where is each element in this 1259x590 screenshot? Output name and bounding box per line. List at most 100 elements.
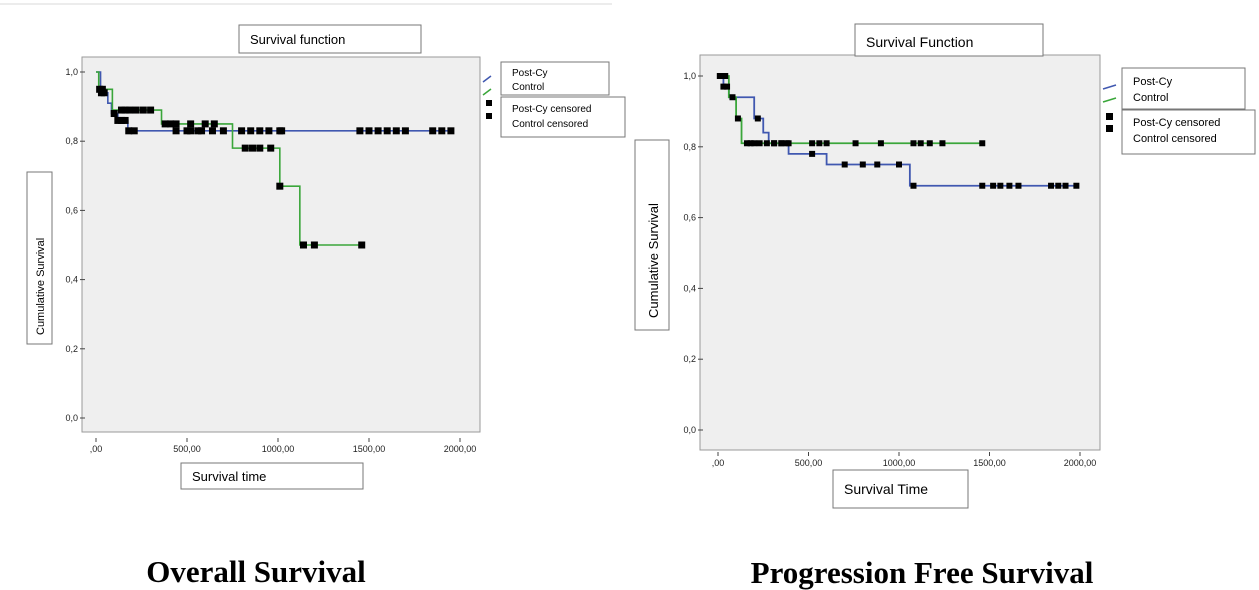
censor-mark-control (939, 140, 946, 147)
legend-swatch-post-cy-censored (1106, 113, 1113, 120)
censor-mark-post-cy (238, 127, 246, 135)
y-tick-label: 0,4 (65, 275, 78, 285)
censor-mark-post-cy (754, 115, 761, 122)
censor-mark-control (823, 140, 830, 147)
censor-mark-control (910, 140, 917, 147)
censor-mark-post-cy (1048, 182, 1055, 189)
censor-mark-post-cy (997, 182, 1004, 189)
legend-label-control: Control (1133, 92, 1168, 104)
censor-mark-control (310, 241, 318, 249)
x-tick-label: 1000,00 (262, 444, 295, 454)
censor-mark-post-cy (990, 182, 997, 189)
censor-mark-control (926, 140, 933, 147)
censor-mark-post-cy (1073, 182, 1080, 189)
x-tick-label: 500,00 (173, 444, 201, 454)
censor-mark-control (763, 140, 770, 147)
censor-mark-control (276, 182, 284, 190)
y-axis-label: Cumulative Survival (35, 238, 47, 335)
legend-label-control: Control (512, 82, 544, 93)
censor-mark-post-cy (383, 127, 391, 135)
y-label-box (634, 139, 670, 331)
censor-mark-post-cy (194, 127, 202, 135)
y-tick-label: 0,0 (65, 413, 78, 423)
legend-swatch-control-censored (486, 113, 492, 119)
censor-mark-post-cy (130, 127, 138, 135)
censor-mark-post-cy (208, 127, 216, 135)
legend-swatch-post-cy (482, 75, 492, 83)
censor-mark-post-cy (356, 127, 364, 135)
censor-mark-post-cy (247, 127, 255, 135)
legend-label-post-cy: Post-Cy (1133, 76, 1173, 88)
censor-mark-control (132, 106, 140, 114)
chart-title: Survival Function (866, 34, 973, 50)
censor-mark-post-cy (809, 150, 816, 157)
censor-mark-post-cy (278, 127, 286, 135)
censor-mark-control (299, 241, 307, 249)
legend-label-post-cy: Post-Cy (512, 68, 548, 79)
censor-mark-control (809, 140, 816, 147)
censor-mark-control (139, 106, 147, 114)
y-tick-label: 0,2 (65, 344, 78, 354)
censor-mark-control (358, 241, 366, 249)
censor-mark-control (729, 94, 736, 101)
censor-mark-control (187, 120, 195, 128)
censor-mark-control (201, 120, 209, 128)
chart-title: Survival function (250, 32, 345, 47)
censor-mark-post-cy (110, 110, 118, 118)
progression-free-survival-chart: 0,0 0,2 0,4 0,6 0,8 1,0 ,00 500,00 1000,00 1500,0… (634, 23, 1256, 590)
censor-mark-post-cy (219, 127, 227, 135)
censor-mark-post-cy (392, 127, 400, 135)
censor-mark-control (747, 140, 754, 147)
caption-overall-survival: Overall Survival (146, 554, 366, 589)
x-tick-label: 1500,00 (353, 444, 386, 454)
censor-mark-control (126, 106, 134, 114)
censor-mark-post-cy (874, 161, 881, 168)
caption-progression-free-survival: Progression Free Survival (751, 555, 1094, 590)
series-line-control (718, 75, 981, 145)
title-box (238, 24, 422, 54)
title-box (854, 23, 1044, 57)
plot-area (81, 56, 481, 433)
censor-mark-control (98, 85, 106, 93)
censor-mark-post-cy (365, 127, 373, 135)
censor-mark-post-cy (1055, 182, 1062, 189)
legend-label-post-cy-censored: Post-Cy censored (1133, 117, 1220, 129)
censor-mark-control (816, 140, 823, 147)
censor-mark-post-cy (125, 127, 133, 135)
censor-mark-control (161, 120, 169, 128)
x-axis-label: Survival Time (844, 481, 928, 497)
x-tick-label: ,00 (712, 458, 725, 468)
y-tick-label: 0,2 (683, 354, 696, 364)
legend-swatch-post-cy (1102, 84, 1117, 90)
censor-mark-post-cy (114, 116, 122, 124)
censor-mark-control (852, 140, 859, 147)
legend-swatch-control (1102, 97, 1117, 103)
censor-mark-control (979, 140, 986, 147)
censor-mark-post-cy (859, 161, 866, 168)
censor-mark-control (771, 140, 778, 147)
legend: Post-Cy Control Post-Cy censored Control… (1102, 67, 1256, 155)
x-axis-label: Survival time (192, 469, 266, 484)
censor-mark-post-cy (724, 83, 731, 90)
x-tick-label: 2000,00 (444, 444, 477, 454)
legend-box-censored (1121, 109, 1256, 155)
x-tick-label: ,00 (90, 444, 103, 454)
censor-mark-post-cy (183, 127, 191, 135)
censor-mark-control (877, 140, 884, 147)
censor-mark-post-cy (979, 182, 986, 189)
censor-mark-post-cy (117, 116, 125, 124)
y-tick-label: 1,0 (683, 71, 696, 81)
censor-mark-control (718, 73, 725, 79)
censor-mark-post-cy (429, 127, 437, 135)
censor-mark-post-cy (438, 127, 446, 135)
censor-mark-control (785, 140, 792, 147)
y-tick-label: 0,6 (65, 205, 78, 215)
censor-mark-control (734, 115, 741, 122)
censor-mark-post-cy (256, 127, 264, 135)
x-tick-label: 500,00 (795, 458, 823, 468)
censor-mark-post-cy (841, 161, 848, 168)
y-tick-label: 0,6 (683, 213, 696, 223)
censor-mark-control (256, 144, 264, 152)
censor-mark-post-cy (896, 161, 902, 168)
